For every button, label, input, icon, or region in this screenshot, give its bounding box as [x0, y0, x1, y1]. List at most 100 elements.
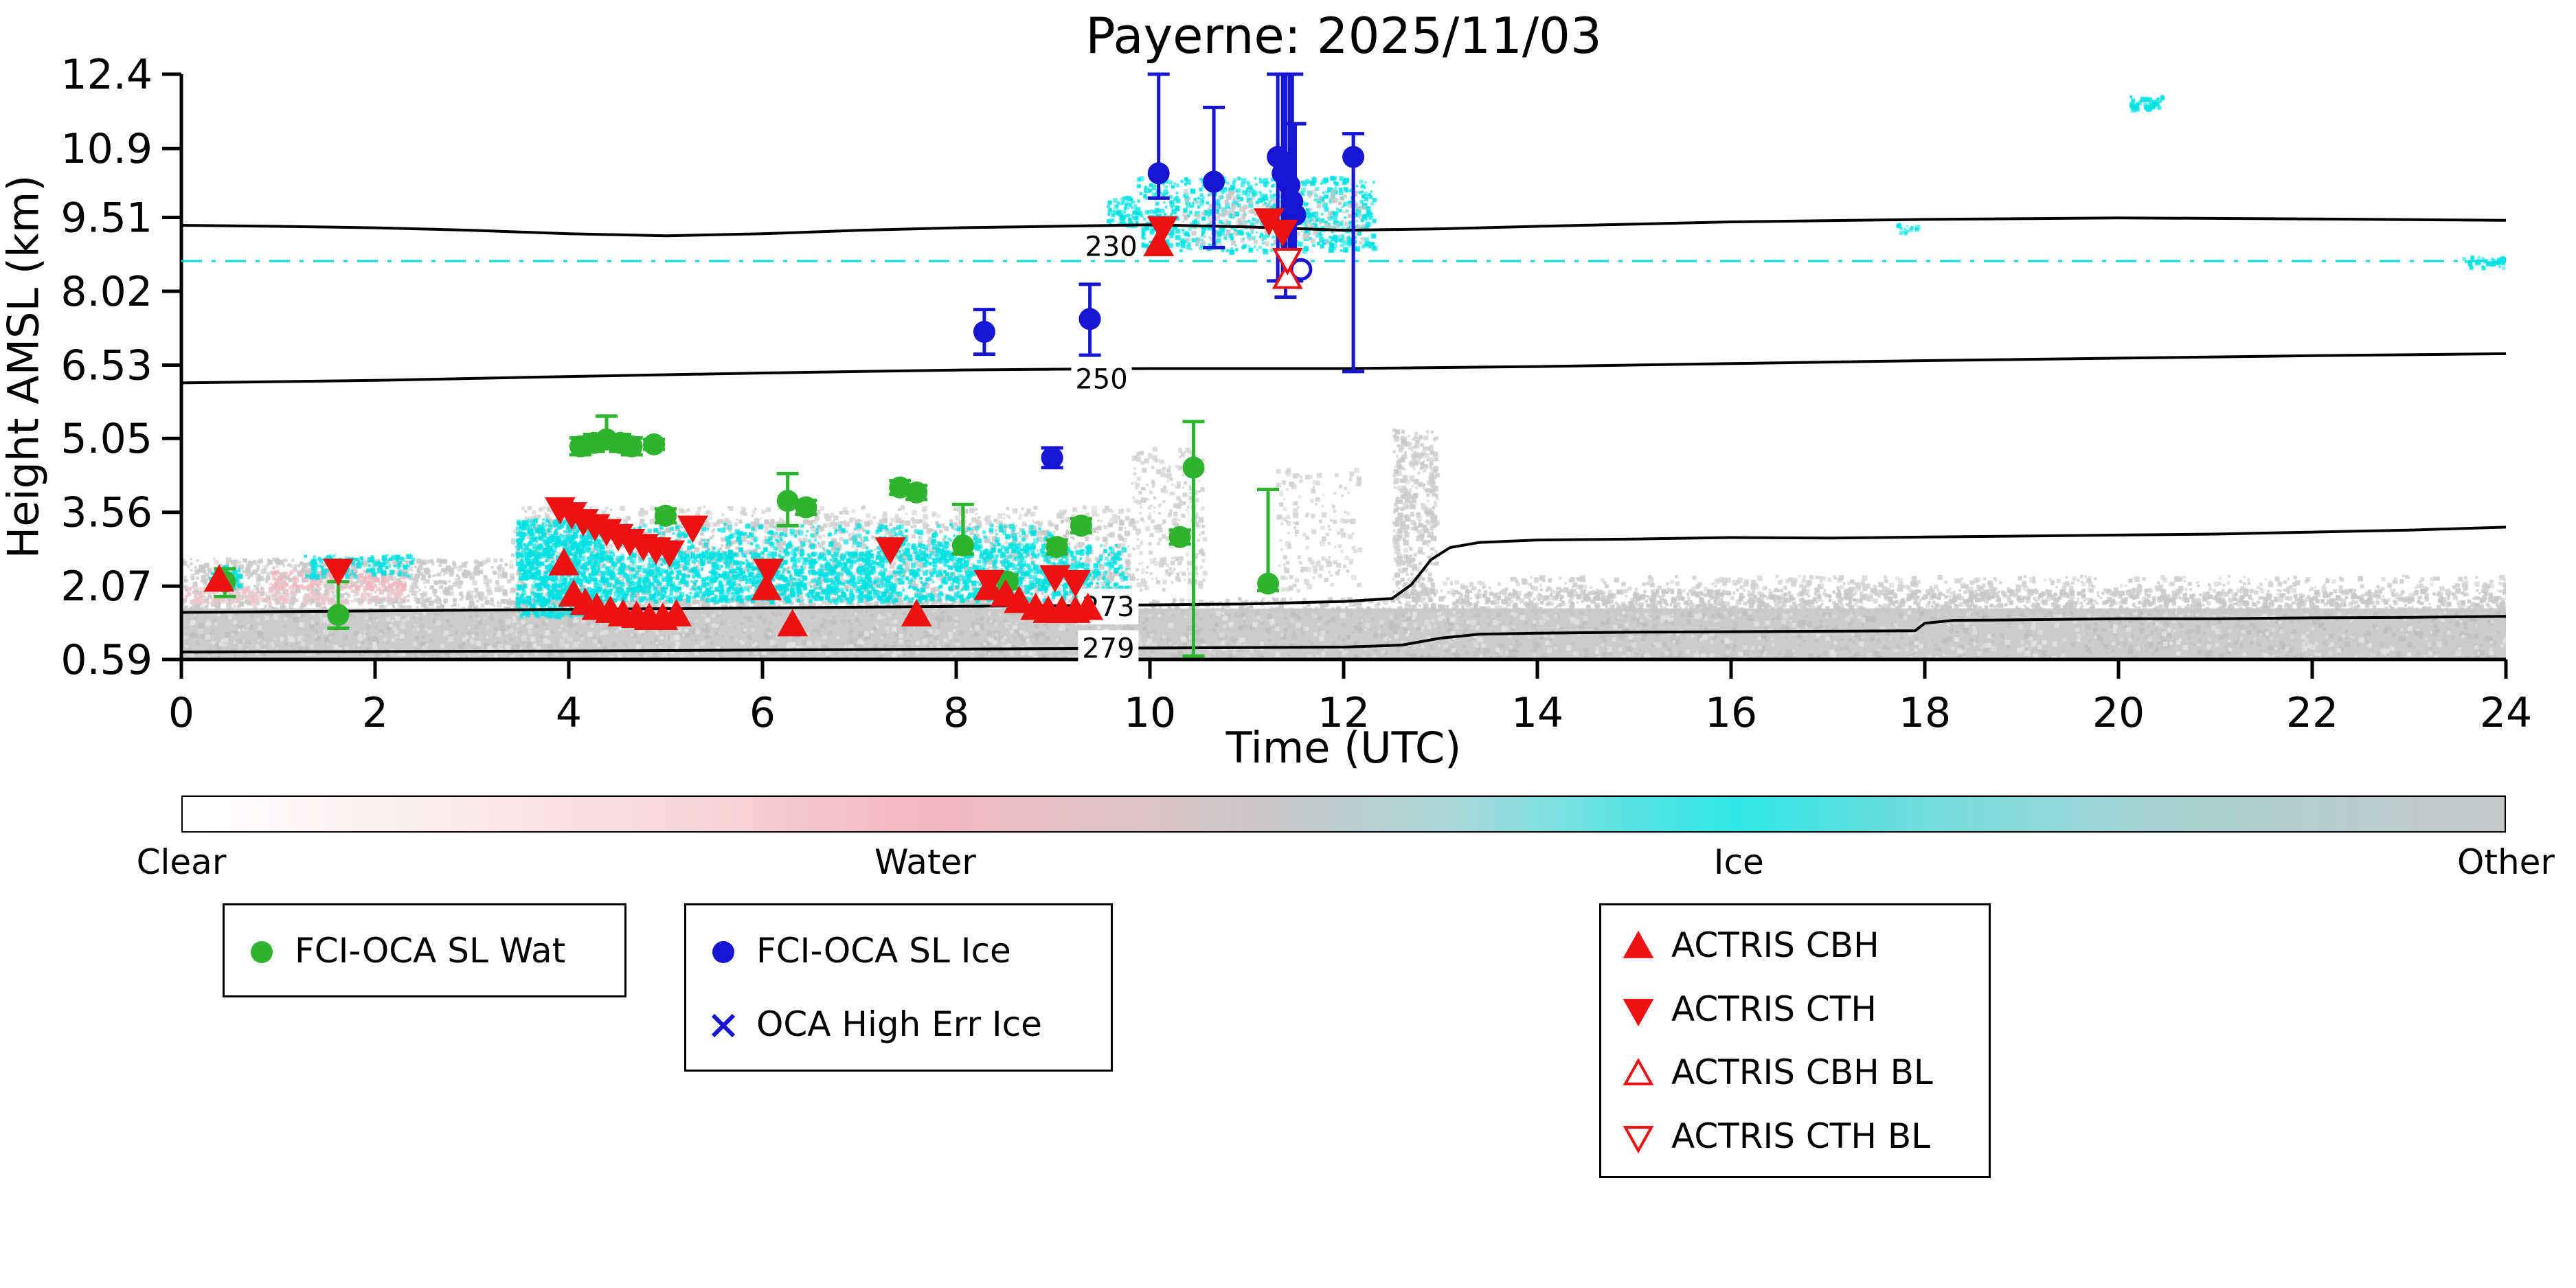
- x-tick-label: 4: [556, 689, 582, 737]
- x-marker: [711, 1014, 736, 1038]
- circle-marker: [712, 940, 734, 963]
- circle-marker: [1041, 447, 1063, 469]
- classification-colorbar: [181, 795, 2506, 833]
- legend-entry: ACTRIS CBH: [1619, 925, 1971, 965]
- tri-down-marker: [1272, 247, 1303, 275]
- series-actris-cbh-bl: [1272, 261, 1303, 289]
- y-tick-label: 2.07: [60, 563, 152, 611]
- circle-marker: [1203, 170, 1225, 193]
- tri-up-marker: [661, 598, 692, 626]
- y-tick-label: 6.53: [60, 341, 152, 389]
- circle-marker: [1078, 308, 1101, 330]
- circle-marker: [795, 496, 817, 519]
- colorbar-label: Clear: [136, 842, 227, 882]
- circle-marker: [655, 504, 677, 527]
- series-ice: [973, 146, 1365, 469]
- legend-entry: FCI-OCA SL Wat: [242, 931, 607, 971]
- tri-down-marker: [753, 558, 784, 587]
- contour-label: 250: [1075, 364, 1127, 396]
- tri-up-marker: [751, 572, 782, 600]
- series-wat: [214, 428, 1280, 626]
- circle-marker: [1274, 154, 1297, 177]
- x-tick-label: 2: [362, 689, 388, 737]
- colorbar-label: Other: [2457, 842, 2555, 882]
- tri-up-filled-icon: [1623, 931, 1654, 959]
- tri-up-marker: [901, 598, 932, 626]
- legend-label: OCA High Err Ice: [756, 1004, 1042, 1045]
- contour-label: 279: [1082, 633, 1134, 664]
- x-tick-label: 24: [2480, 689, 2532, 737]
- tri-up-marker: [1272, 261, 1303, 289]
- circle-marker: [1182, 456, 1205, 479]
- tri-up-marker: [1623, 931, 1654, 959]
- chart-title: Payerne: 2025/11/03: [1085, 7, 1602, 65]
- circle-marker: [1257, 572, 1280, 595]
- axes-frame: 12.410.99.518.026.535.053.562.070.590 2 4 6…: [60, 51, 2532, 737]
- legend-entry: ACTRIS CTH BL: [1619, 1116, 1971, 1156]
- x-tick-label: 18: [1899, 689, 1951, 737]
- circle-marker: [620, 435, 643, 457]
- colorbar-label: Water: [874, 842, 976, 882]
- tri-up-marker: [1623, 1058, 1654, 1086]
- tri-up-marker: [777, 609, 809, 637]
- tri-down-marker: [1623, 1125, 1654, 1153]
- circle-marker: [973, 321, 995, 343]
- x-tick-label: 22: [2286, 689, 2338, 737]
- circle-marker: [327, 604, 350, 626]
- tri-up-open-icon: [1623, 1058, 1654, 1086]
- series-actris-cth-bl: [1272, 247, 1303, 275]
- tri-down-marker: [1060, 569, 1091, 598]
- x-tick-label: 16: [1705, 689, 1757, 737]
- y-tick-label: 10.9: [60, 125, 152, 173]
- circle-marker: [1046, 536, 1068, 558]
- legend-entry: OCA High Err Ice: [704, 1004, 1093, 1044]
- x-tick-label: 10: [1124, 689, 1176, 737]
- circle-marker: [1168, 526, 1191, 548]
- x-tick-label: 0: [168, 689, 194, 737]
- series-actris-cth: [323, 208, 1298, 598]
- tri-up-marker: [1143, 229, 1175, 256]
- circle-marker: [1070, 515, 1092, 537]
- circle-marker: [251, 940, 273, 963]
- y-tick-label: 3.56: [60, 489, 152, 537]
- legend-label: ACTRIS CTH: [1671, 988, 1877, 1029]
- series-actris-cbh: [203, 229, 1175, 637]
- legend-fci-oca-wat: FCI-OCA SL Wat: [223, 903, 626, 997]
- legend-entry: ACTRIS CTH: [1619, 989, 1971, 1029]
- circle-marker: [1147, 162, 1170, 185]
- x-icon: [711, 1014, 736, 1038]
- legend-label: ACTRIS CBH BL: [1671, 1052, 1933, 1093]
- tri-down-marker: [323, 558, 354, 587]
- tri-down-marker: [654, 540, 686, 568]
- tri-down-marker: [1623, 998, 1654, 1026]
- x-tick-label: 6: [749, 689, 776, 737]
- circle-marker: [951, 534, 974, 557]
- tri-up-marker: [1004, 585, 1035, 613]
- circle-marker: [905, 481, 928, 504]
- contour-label: 230: [1085, 231, 1137, 262]
- legend-label: FCI-OCA SL Wat: [295, 930, 566, 971]
- y-tick-label: 8.02: [60, 268, 152, 316]
- x-tick-label: 20: [2092, 689, 2145, 737]
- y-tick-label: 9.51: [60, 194, 152, 242]
- x-tick-label: 14: [1511, 689, 1563, 737]
- error-bars: [214, 72, 1365, 658]
- x-tick-label: 8: [943, 689, 969, 737]
- tri-down-filled-icon: [1623, 998, 1654, 1026]
- tri-down-marker: [1039, 565, 1071, 593]
- legend-entry: ACTRIS CBH BL: [1619, 1052, 1971, 1092]
- legend-fci-oca-ice: FCI-OCA SL Ice OCA High Err Ice: [684, 903, 1113, 1072]
- circle-marker: [643, 433, 666, 455]
- legend-label: FCI-OCA SL Ice: [756, 930, 1011, 971]
- tri-up-marker: [203, 564, 235, 592]
- tri-up-marker: [548, 547, 580, 576]
- y-tick-label: 0.59: [60, 636, 152, 684]
- tri-down-marker: [874, 537, 906, 565]
- tri-up-marker: [1072, 592, 1104, 620]
- x-axis-label: Time (UTC): [1225, 723, 1462, 773]
- x-tick-label: 12: [1318, 689, 1370, 737]
- y-tick-label: 5.05: [60, 415, 152, 463]
- y-tick-label: 12.4: [60, 51, 152, 99]
- circle-marker: [1342, 146, 1365, 168]
